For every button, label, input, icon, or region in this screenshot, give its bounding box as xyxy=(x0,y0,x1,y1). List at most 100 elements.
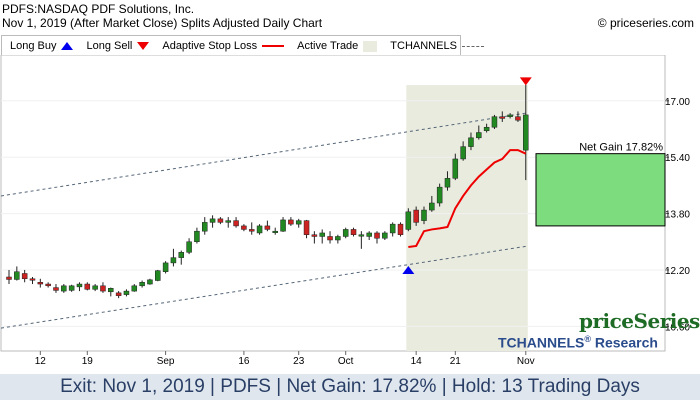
candle-body xyxy=(202,222,208,232)
candle-body xyxy=(523,114,529,151)
candle-body xyxy=(92,285,98,290)
candle-body xyxy=(178,252,185,258)
candle-body xyxy=(155,270,161,281)
candle-body xyxy=(115,292,122,296)
candle-body xyxy=(483,126,490,132)
candle-body xyxy=(350,229,357,235)
candle-body xyxy=(21,273,28,280)
candle-body xyxy=(335,236,341,241)
candle-body xyxy=(491,116,498,128)
legend-adaptive-stop-label: Adaptive Stop Loss xyxy=(162,40,258,52)
candle-body xyxy=(413,209,419,223)
brand-research-prefix: TCHANNELS xyxy=(498,334,585,351)
stop-line-icon xyxy=(262,45,285,47)
candle-body xyxy=(131,285,138,292)
candle-body xyxy=(225,220,231,223)
candle-body xyxy=(241,225,247,230)
candle-body xyxy=(389,223,396,234)
legend-active-trade-label: Active Trade xyxy=(297,40,359,52)
candle-body xyxy=(288,219,294,225)
x-tick-label: Sep xyxy=(157,356,175,367)
candle-body xyxy=(366,232,372,237)
long-buy-icon xyxy=(61,42,74,50)
candle-body xyxy=(452,158,459,179)
brand-logo: priceSeries xyxy=(579,309,700,333)
candle-body xyxy=(319,232,325,237)
candle-body xyxy=(217,218,224,223)
candle-body xyxy=(100,285,106,292)
brand-research: TCHANNELS® Research xyxy=(498,334,658,351)
candle-body xyxy=(76,283,83,288)
candle-body xyxy=(53,287,59,291)
channel-lower-line xyxy=(0,245,526,329)
candle-body xyxy=(61,285,67,292)
candle-body xyxy=(194,230,200,243)
candle-body xyxy=(429,202,435,211)
candle-body xyxy=(507,114,513,117)
candle-body xyxy=(405,211,412,230)
candle-body xyxy=(272,230,278,233)
candle-body xyxy=(108,288,114,293)
candle-body xyxy=(444,178,451,188)
legend-long-buy: Long Buy xyxy=(10,40,78,52)
legend-tchannels: TCHANNELS xyxy=(390,40,489,52)
candle-body xyxy=(256,225,263,234)
candle-body xyxy=(397,223,404,235)
candle-body xyxy=(476,132,482,139)
candle-body xyxy=(139,282,145,287)
active-trade-icon xyxy=(363,40,378,52)
candle-body xyxy=(436,186,443,204)
channel-upper-line xyxy=(0,112,526,197)
x-tick-label: 19 xyxy=(82,356,94,367)
candle-body xyxy=(123,290,130,295)
legend-active-trade: Active Trade xyxy=(297,40,382,52)
candle-body xyxy=(248,229,255,232)
channel-dash-icon xyxy=(461,45,484,47)
candle-body xyxy=(327,236,333,241)
candle-body xyxy=(14,271,20,280)
x-tick-label: 12 xyxy=(35,356,47,367)
legend-tchannels-label: TCHANNELS xyxy=(390,40,457,52)
net-gain-box xyxy=(535,153,666,227)
candle-body xyxy=(515,116,521,121)
candle-body xyxy=(303,220,310,235)
adaptive-stop-line xyxy=(408,149,527,249)
legend-adaptive-stop: Adaptive Stop Loss xyxy=(162,40,289,52)
candle-body xyxy=(499,116,506,119)
candle-body xyxy=(233,220,239,227)
registered-mark: ® xyxy=(584,334,591,344)
candle-body xyxy=(295,220,302,225)
price-chart: Net Gain 17.82% 17.00 15.40 13.80 12.20 10.6… xyxy=(0,55,690,367)
legend-long-sell-label: Long Sell xyxy=(86,40,133,52)
x-tick-label: 21 xyxy=(450,356,462,367)
long-sell-icon xyxy=(137,42,150,50)
y-tick-label: 10.60 xyxy=(665,322,690,333)
legend: Long Buy Long Sell Adaptive Stop Loss Ac… xyxy=(1,35,484,57)
footer-summary: Exit: Nov 1, 2019 | PDFS | Net Gain: 17.… xyxy=(0,374,700,400)
long-buy-marker xyxy=(402,265,415,274)
chart-title: PDFS:NASDAQ PDF Solutions, Inc. xyxy=(2,2,195,16)
brand-research-suffix: Research xyxy=(590,334,658,351)
long-sell-marker xyxy=(519,77,532,86)
candle-body xyxy=(29,278,36,281)
y-tick-label: 15.40 xyxy=(665,153,690,164)
x-tick-label: 14 xyxy=(411,356,423,367)
x-tick-label: 16 xyxy=(238,356,250,367)
candle-body xyxy=(382,232,388,239)
candle-body xyxy=(6,276,12,280)
net-gain-label: Net Gain 17.82% xyxy=(579,142,663,154)
legend-long-sell: Long Sell xyxy=(86,40,154,52)
y-tick-label: 17.00 xyxy=(665,97,690,108)
candle-body xyxy=(186,241,192,253)
candle-body xyxy=(342,229,349,237)
candle-body xyxy=(460,146,466,160)
candle-body xyxy=(358,234,365,237)
candle-body xyxy=(264,225,271,230)
candle-body xyxy=(311,234,318,237)
chart-subtitle: Nov 1, 2019 (After Market Close) Splits … xyxy=(2,16,323,30)
candle-body xyxy=(162,262,169,272)
x-tick-label: Oct xyxy=(338,356,354,367)
candle-body xyxy=(147,279,153,285)
y-tick-label: 12.20 xyxy=(665,266,690,277)
y-tick-label: 13.80 xyxy=(665,210,690,221)
